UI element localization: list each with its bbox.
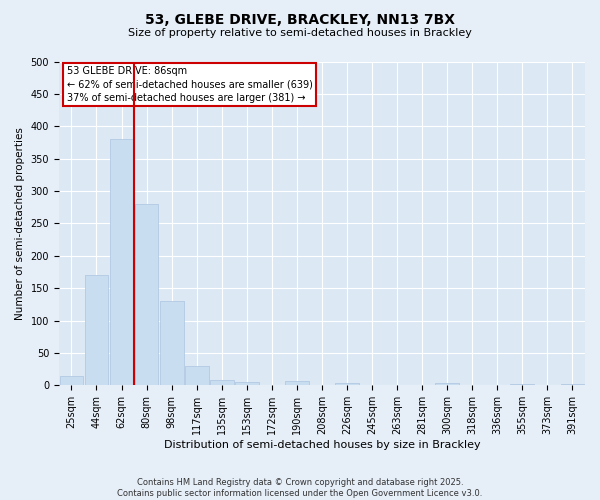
Bar <box>59 376 83 386</box>
Bar <box>85 275 109 386</box>
Text: Contains HM Land Registry data © Crown copyright and database right 2025.
Contai: Contains HM Land Registry data © Crown c… <box>118 478 482 498</box>
Bar <box>511 384 534 386</box>
Bar <box>134 204 158 386</box>
Bar <box>185 366 209 386</box>
Bar <box>335 383 359 386</box>
Bar <box>560 384 584 386</box>
Bar <box>210 380 233 386</box>
Text: 53 GLEBE DRIVE: 86sqm
← 62% of semi-detached houses are smaller (639)
37% of sem: 53 GLEBE DRIVE: 86sqm ← 62% of semi-deta… <box>67 66 313 103</box>
Bar <box>436 384 459 386</box>
Y-axis label: Number of semi-detached properties: Number of semi-detached properties <box>15 127 25 320</box>
Bar <box>235 382 259 386</box>
Text: 53, GLEBE DRIVE, BRACKLEY, NN13 7BX: 53, GLEBE DRIVE, BRACKLEY, NN13 7BX <box>145 12 455 26</box>
Text: Size of property relative to semi-detached houses in Brackley: Size of property relative to semi-detach… <box>128 28 472 38</box>
Bar <box>110 139 133 386</box>
X-axis label: Distribution of semi-detached houses by size in Brackley: Distribution of semi-detached houses by … <box>164 440 480 450</box>
Bar <box>160 301 184 386</box>
Bar <box>285 381 309 386</box>
